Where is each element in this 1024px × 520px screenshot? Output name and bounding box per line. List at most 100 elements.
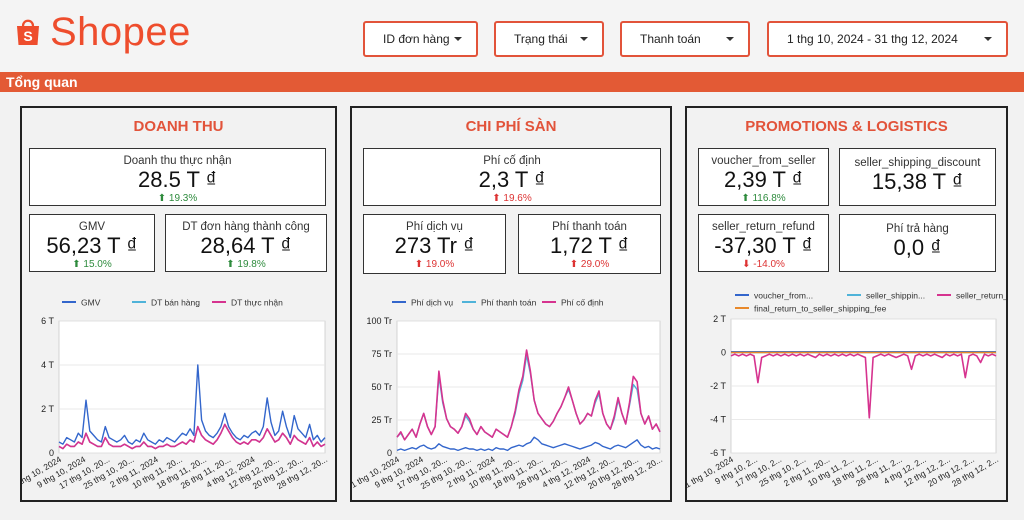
kpi-value: 15,38 T ₫ [871,169,964,194]
kpi-label: DT đơn hàng thành công [182,221,310,233]
y-tick-label: 0 [721,348,726,358]
y-tick-label: 100 Tr [366,316,392,326]
kpi-value: 2,3 T ₫ [478,167,546,192]
y-tick-label: 4 T [41,360,54,370]
kpi-label: voucher_from_seller [711,155,816,167]
legend-label: voucher_from... [754,291,813,301]
y-tick-label: 2 T [41,404,54,414]
kpi-value: -37,30 T ₫ [714,233,813,258]
top-bar: S Shopee ID đơn hàng Trạng thái Thanh to… [0,0,1024,72]
chevron-down-icon [580,37,588,41]
panel-promotions: PROMOTIONS & LOGISTICS voucher_from_sell… [685,106,1008,502]
arrow-up-icon: ⬆ [492,193,504,204]
chevron-down-icon [454,37,462,41]
y-tick-label: 0 [49,448,54,458]
kpi-label: Phí trả hàng [886,223,949,235]
kpi-change: ⬆ 19.8% [226,259,266,270]
shopping-bag-icon: S [17,19,39,45]
series-line-1 [58,364,326,445]
kpi-card-gmv: GMV 56,23 T ₫ ⬆ 15.0% [29,214,155,272]
legend-label: DT bán hàng [151,298,200,308]
kpi-change: ⬆ 19.0% [414,259,455,270]
legend-label: DT thực nhận [231,298,283,308]
legend-label: GMV [81,298,101,308]
kpi-card-fixed-fee: Phí cố định 2,3 T ₫ ⬆ 19.6% [363,148,661,206]
filter-payment-label: Thanh toán [640,32,701,46]
filter-order-id-label: ID đơn hàng [383,32,450,46]
series-line-3 [730,353,997,419]
kpi-value: 1,72 T ₫ [550,233,629,258]
kpi-card-seller-shipping-discount: seller_shipping_discount 15,38 T ₫ [839,148,996,206]
kpi-change: ⬆ 116.8% [741,193,786,204]
y-tick-label: -2 T [710,381,726,391]
kpi-card-voucher-from-seller: voucher_from_seller 2,39 T ₫ ⬆ 116.8% [698,148,829,206]
kpi-card-service-fee: Phí dịch vụ 273 Tr ₫ ⬆ 19.0% [363,214,506,274]
y-tick-label: 25 Tr [371,415,392,425]
y-tick-label: 2 T [713,314,726,324]
arrow-up-icon: ⬆ [414,259,426,270]
panel-revenue-title: DOANH THU [133,118,224,135]
date-range-picker[interactable]: 1 thg 10, 2024 - 31 thg 12, 2024 [767,21,1008,57]
filter-status-label: Trạng thái [514,32,568,46]
kpi-value: 2,39 T ₫ [724,167,803,192]
shopee-logo[interactable]: S Shopee [14,12,191,52]
y-tick-label: 75 Tr [371,349,392,359]
arrow-up-icon: ⬆ [157,193,169,204]
filter-status[interactable]: Trạng thái [494,21,604,57]
series-line-1 [396,436,661,452]
kpi-label: seller_shipping_discount [854,157,981,169]
kpi-change: ⬆ 19.3% [157,193,198,204]
svg-text:S: S [23,28,32,44]
panel-platform-fees: CHI PHÍ SÀN Phí cố định 2,3 T ₫ ⬆ 19.6% … [350,106,672,502]
legend-label: seller_shippin... [866,291,925,301]
section-bar-overview: Tổng quan [0,72,1024,92]
panel-promotions-title: PROMOTIONS & LOGISTICS [745,118,948,135]
panel-revenue: DOANH THU Doanh thu thực nhận 28.5 T ₫ ⬆… [20,106,337,502]
kpi-value: 0,0 ₫ [893,235,942,260]
series-line-3 [58,423,326,450]
legend-label: seller_return_r... [956,291,1006,301]
platform-fees-line-chart: Phí dịch vụ Phí thanh toán Phí cố định 0 25 … [352,298,664,492]
kpi-label: Phí thanh toán [552,221,627,233]
kpi-value: 28.5 T ₫ [138,167,217,192]
y-tick-label: -6 T [710,448,726,458]
kpi-change: ⬇ -14.0% [742,259,785,270]
series-line-3 [396,349,661,441]
kpi-label: Doanh thu thực nhận [123,155,232,167]
kpi-value: 28,64 T ₫ [200,233,292,258]
kpi-change: ⬆ 15.0% [72,259,112,270]
kpi-change: ⬆ 19.6% [492,193,532,204]
kpi-change: ⬆ 29.0% [569,259,610,270]
kpi-value: 56,23 T ₫ [46,233,138,258]
kpi-card-successful-orders: DT đơn hàng thành công 28,64 T ₫ ⬆ 19.8% [165,214,327,272]
kpi-card-seller-return-refund: seller_return_refund -37,30 T ₫ ⬇ -14.0% [698,214,829,272]
arrow-up-icon: ⬆ [569,259,581,270]
kpi-value: 273 Tr ₫ [394,233,475,258]
chevron-down-icon [984,37,992,41]
y-tick-label: 50 Tr [371,382,392,392]
kpi-label: Phí dịch vụ [406,221,463,233]
y-tick-label: 0 [387,448,392,458]
kpi-label: Phí cố định [483,155,541,167]
brand-name: Shopee [50,10,191,54]
arrow-up-icon: ⬆ [72,259,84,270]
y-tick-label: 6 T [41,316,54,326]
arrow-up-icon: ⬆ [226,259,238,270]
legend-label: Phí thanh toán [481,298,537,308]
kpi-label: seller_return_refund [712,221,815,233]
filter-order-id[interactable]: ID đơn hàng [363,21,478,57]
promotions-line-chart: voucher_from... seller_shippin... seller_r… [687,291,1006,490]
legend-label: Phí dịch vụ [411,298,453,308]
panel-platform-fees-title: CHI PHÍ SÀN [465,118,557,135]
legend-label: Phí cố định [561,298,604,308]
arrow-up-icon: ⬆ [741,193,753,204]
kpi-card-revenue-received: Doanh thu thực nhận 28.5 T ₫ ⬆ 19.3% [29,148,326,206]
kpi-card-return-fee: Phí trả hàng 0,0 ₫ [839,214,996,272]
filter-payment[interactable]: Thanh toán [620,21,750,57]
chevron-down-icon [726,37,734,41]
y-tick-label: -4 T [710,415,726,425]
date-range-label: 1 thg 10, 2024 - 31 thg 12, 2024 [787,32,958,46]
arrow-down-icon: ⬇ [742,259,754,270]
kpi-card-payment-fee: Phí thanh toán 1,72 T ₫ ⬆ 29.0% [518,214,661,274]
